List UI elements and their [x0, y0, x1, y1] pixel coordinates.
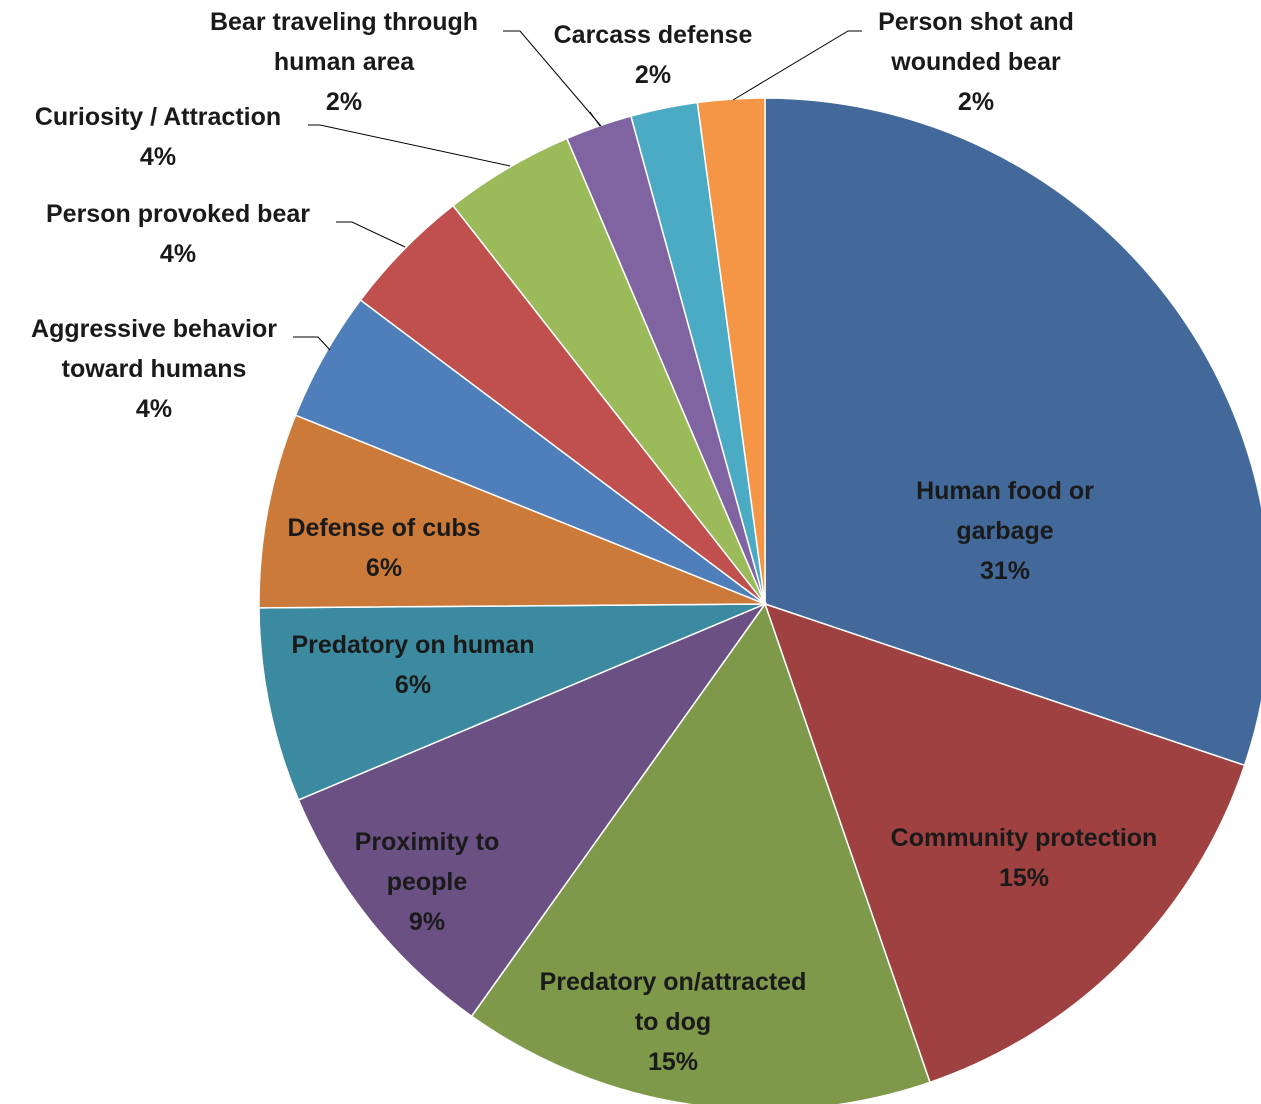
- slice-name-line: human area: [274, 48, 415, 76]
- slice-name-line: Carcass defense: [554, 21, 753, 49]
- slice-percent-label: 15%: [999, 864, 1049, 892]
- slice-percent-label: 4%: [136, 395, 172, 423]
- pie-slice-predatory-on-attracted-to-dog: [470, 602, 931, 1104]
- slice-label-predatory-on-attracted-to-dog: Predatory on/attracted to dog 15%: [540, 968, 807, 1076]
- pie-slice-community-protection: [763, 602, 1246, 1084]
- slice-label-human-food-or-garbage: Human food or garbage 31%: [916, 477, 1094, 585]
- slice-name-line: Person shot and: [878, 8, 1074, 36]
- slice-name-line: Person provoked bear: [46, 200, 310, 228]
- slice-label-defense-of-cubs: Defense of cubs 6%: [287, 514, 480, 582]
- slice-label-person-provoked-bear: Person provoked bear 4%: [46, 200, 310, 268]
- slice-label-bear-traveling-through-human-area: Bear traveling through human area 2%: [210, 8, 478, 116]
- pie-slice-proximity-to-people: [297, 602, 768, 1018]
- slice-percent-label: 9%: [409, 908, 445, 936]
- slice-percent-label: 6%: [395, 671, 431, 699]
- slice-percent-label: 2%: [958, 88, 994, 116]
- slice-name-line: Defense of cubs: [287, 514, 480, 542]
- pie-slice-defense-of-cubs: [258, 414, 766, 609]
- pie-slices: [258, 97, 1261, 1104]
- slice-percent-label: 4%: [160, 240, 196, 268]
- slice-name-line: garbage: [956, 517, 1053, 545]
- slice-percent-label: 31%: [980, 557, 1030, 585]
- leader-lines: [293, 30, 862, 351]
- slice-label-community-protection: Community protection 15%: [891, 824, 1158, 892]
- slice-label-curiosity-attraction: Curiosity / Attraction 4%: [35, 103, 281, 171]
- leader-line-aggressive-behavior-toward-humans: [293, 336, 331, 351]
- slice-label-carcass-defense: Carcass defense 2%: [554, 21, 753, 89]
- slice-name-line: Human food or: [916, 477, 1094, 505]
- slice-name-line: Aggressive behavior: [31, 315, 277, 343]
- slice-name-line: Predatory on/attracted: [540, 968, 807, 996]
- pie-slice-predatory-on-human: [258, 603, 766, 801]
- pie-slice-person-shot-and-wounded-bear: [696, 97, 766, 605]
- leader-line-person-shot-and-wounded-bear: [732, 30, 862, 101]
- leader-line-person-provoked-bear: [336, 221, 406, 248]
- slice-label-person-shot-and-wounded-bear: Person shot and wounded bear 2%: [878, 8, 1074, 116]
- slice-percent-label: 6%: [366, 554, 402, 582]
- slice-name-line: to dog: [635, 1008, 711, 1036]
- slice-name-line: people: [387, 868, 468, 896]
- slice-name-line: Curiosity / Attraction: [35, 103, 281, 131]
- leader-line-bear-traveling-inner: [589, 111, 601, 127]
- slice-label-predatory-on-human: Predatory on human 6%: [291, 631, 534, 699]
- slice-name-line: Predatory on human: [291, 631, 534, 659]
- slice-name-line: Proximity to: [355, 828, 499, 856]
- slice-name-line: wounded bear: [890, 48, 1061, 76]
- pie-slice-human-food-or-garbage: [764, 97, 1261, 767]
- slice-name-line: Bear traveling through: [210, 8, 478, 36]
- leader-line-bear-traveling-through-human-area: [503, 30, 602, 127]
- slice-percent-label: 2%: [635, 61, 671, 89]
- slice-label-aggressive-behavior-toward-humans: Aggressive behavior toward humans 4%: [31, 315, 277, 423]
- slice-name-line: Community protection: [891, 824, 1158, 852]
- slice-labels: Human food or garbage 31% Community protect…: [31, 8, 1157, 1076]
- leader-line-curiosity-attraction: [308, 124, 511, 167]
- slice-label-proximity-to-people: Proximity to people 9%: [355, 828, 499, 936]
- slice-percent-label: 4%: [140, 143, 176, 171]
- slice-percent-label: 15%: [648, 1048, 698, 1076]
- slice-percent-label: 2%: [326, 88, 362, 116]
- slice-name-line: toward humans: [62, 355, 247, 383]
